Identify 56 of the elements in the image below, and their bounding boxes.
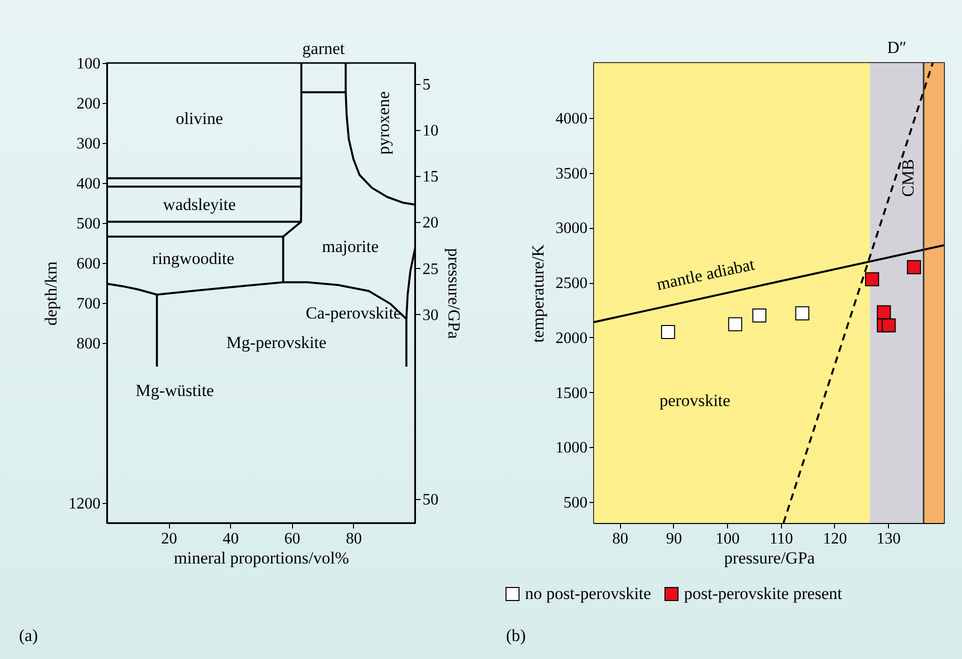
annotation: pyroxene [374, 91, 394, 155]
x-tick-label: 60 [284, 530, 300, 548]
y-tick-label: 1500 [556, 384, 588, 402]
band-label: D″ [887, 38, 906, 57]
x-axis-title: pressure/GPa [724, 548, 816, 568]
y-tick-label: 3500 [556, 165, 588, 182]
y2-tick-label: 5 [422, 76, 430, 94]
y-tick-label: 400 [76, 176, 100, 192]
x-tick-label: 130 [876, 530, 901, 548]
y-tick-label: 1000 [556, 440, 588, 457]
annotation: ringwoodite [152, 249, 234, 268]
y-axis-title: depth/km [42, 261, 60, 326]
annotation: Mg-wüstite [136, 381, 214, 400]
text: (a) [19, 626, 38, 645]
x-tick-label: 80 [612, 530, 628, 548]
y-tick-label: 600 [76, 256, 100, 272]
annotation: Ca-perovskite [306, 303, 402, 322]
x-tick-label: 80 [346, 530, 362, 548]
annotation: olivine [176, 109, 224, 128]
y2-tick-label: 25 [422, 260, 438, 278]
y-tick-label: 500 [76, 216, 100, 232]
y2-tick-label: 10 [422, 122, 438, 140]
x-tick-label: 120 [822, 530, 847, 548]
y-tick-label: 500 [564, 494, 588, 512]
legend-label: no post-perovskite [525, 584, 652, 603]
text: garnet [302, 39, 346, 58]
x-tick-label: 110 [770, 530, 794, 548]
y-tick-label: 1200 [68, 496, 100, 512]
y-tick-label: 700 [76, 296, 100, 312]
y2-tick-label: 50 [422, 492, 438, 509]
text: (b) [506, 626, 526, 645]
ref-line-label: CMB [898, 159, 918, 197]
annotation: majorite [322, 237, 379, 256]
y2-axis-title: pressure/GPa [444, 248, 464, 340]
y2-tick-label: 15 [422, 168, 438, 186]
x-tick-label: 40 [222, 530, 239, 548]
y-tick-label: 800 [76, 336, 100, 352]
y-tick-label: 3000 [556, 220, 588, 238]
x-tick-label: 100 [716, 530, 740, 548]
y-axis-title: temperature/K [528, 244, 548, 343]
annotation: wadsleyite [163, 195, 236, 214]
y-tick-label: 4000 [556, 110, 588, 128]
y-tick-label: 300 [76, 136, 100, 152]
x-tick-label: 20 [161, 530, 178, 548]
x-tick-label: 90 [666, 530, 682, 548]
y-tick-label: 200 [76, 96, 100, 112]
y2-tick-label: 20 [422, 214, 438, 232]
y-tick-label: 2500 [556, 275, 588, 292]
annotation: mantle adiabat [654, 254, 757, 294]
y2-tick-label: 30 [422, 306, 438, 324]
annotation: Mg-perovskite [226, 333, 326, 352]
y-tick-label: 100 [76, 56, 100, 72]
y-tick-label: 2000 [556, 330, 588, 347]
legend-label: post-perovskite present [684, 584, 842, 603]
x-axis-title: mineral proportions/vol% [174, 548, 350, 568]
annotation: perovskite [660, 391, 730, 410]
